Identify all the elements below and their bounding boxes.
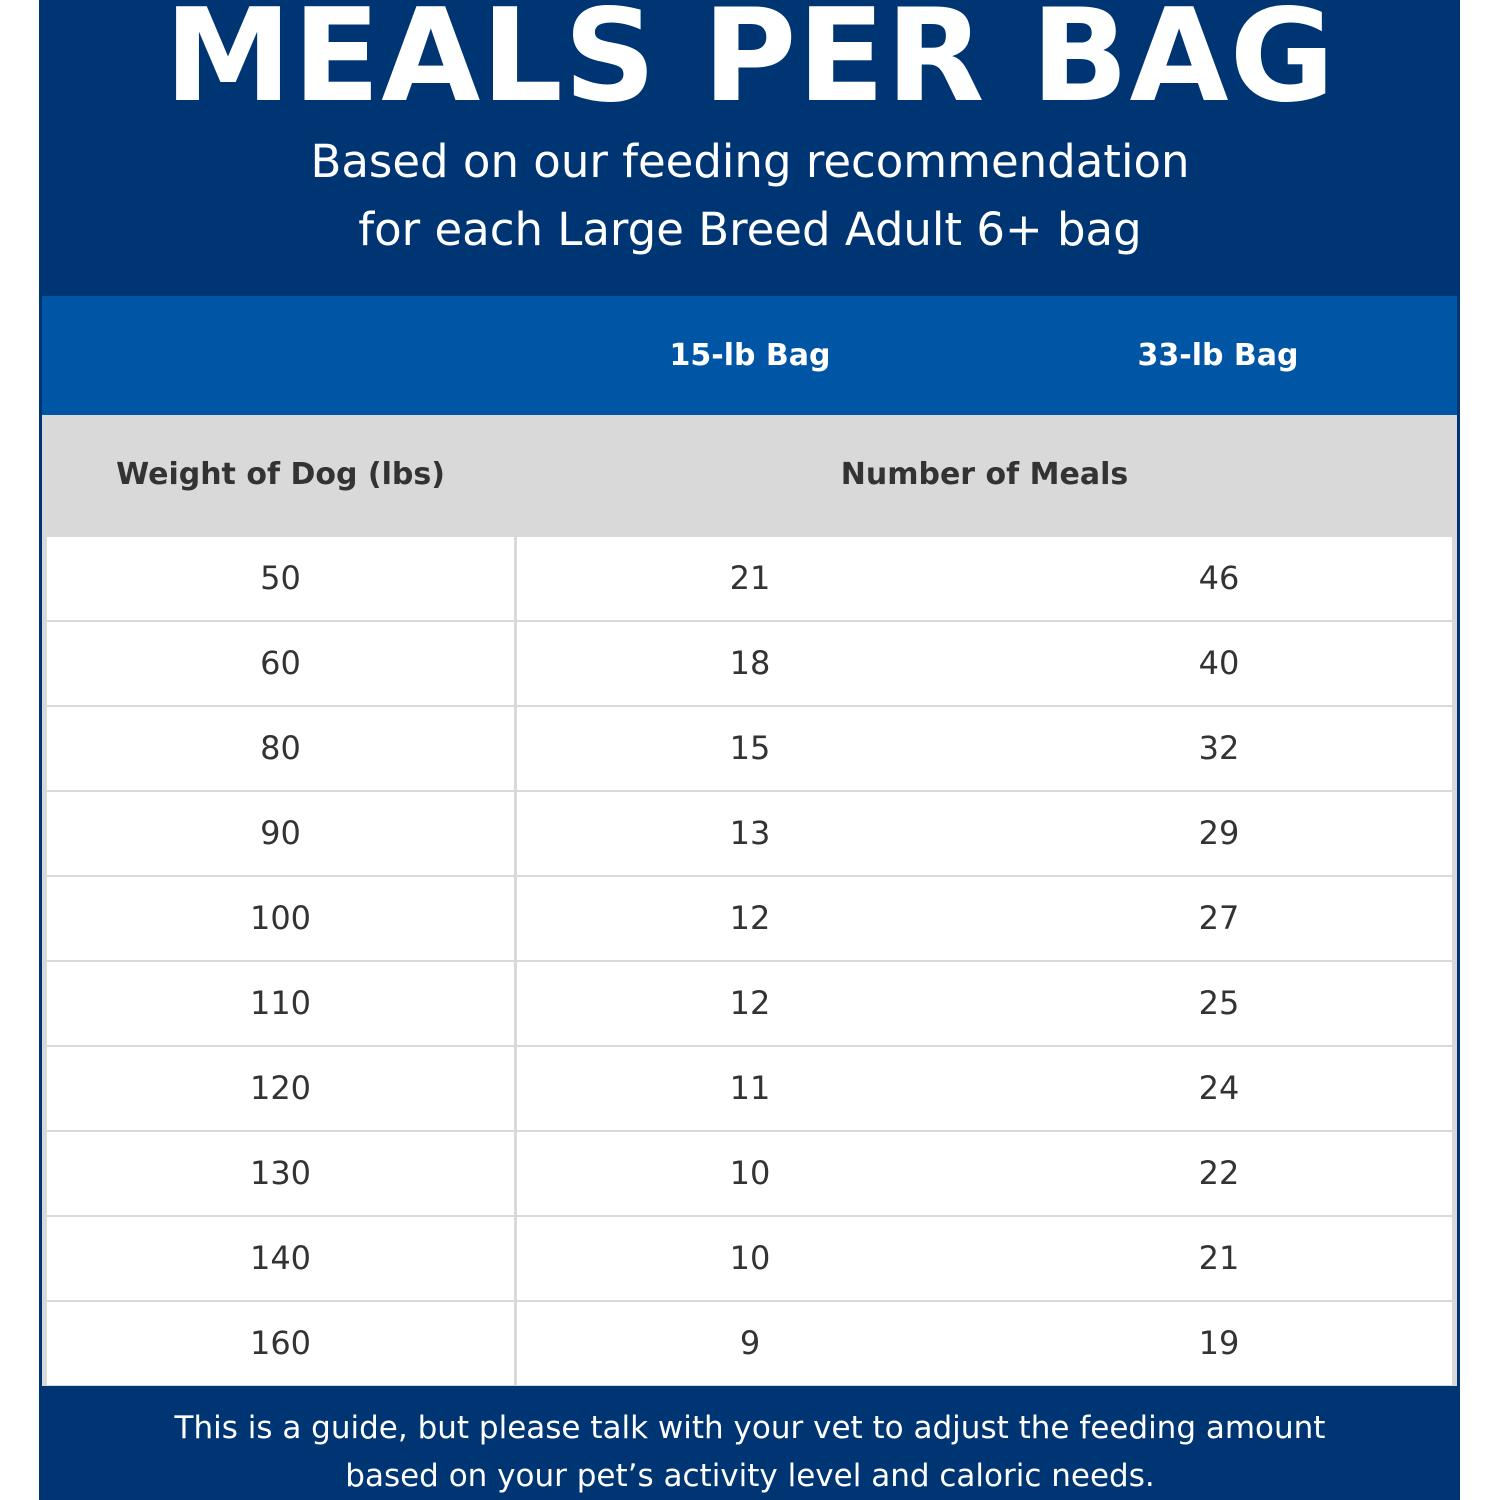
column-divider (514, 1047, 517, 1130)
header-33lb-bag: 33-lb Bag (1137, 338, 1299, 373)
meals-15lb-cell: 13 (729, 814, 771, 852)
column-divider (514, 1302, 517, 1385)
page-title: MEALS PER BAG (164, 0, 1336, 131)
meals-33lb-cell: 27 (1198, 899, 1240, 937)
column-divider (514, 1217, 517, 1300)
meals-33lb-cell: 46 (1198, 559, 1240, 597)
column-divider (514, 1132, 517, 1215)
meals-33lb-cell: 21 (1198, 1239, 1240, 1277)
footer-line-1: This is a guide, but please talk with yo… (174, 1410, 1326, 1446)
table-row: 60 18 40 (47, 622, 1452, 705)
column-header-row (42, 415, 1457, 535)
meals-15lb-cell: 9 (739, 1324, 761, 1362)
weight-cell: 130 (249, 1154, 312, 1192)
table-row: 110 12 25 (47, 962, 1452, 1045)
weight-cell: 50 (260, 559, 301, 597)
table-row: 80 15 32 (47, 707, 1452, 790)
weight-cell: 60 (260, 644, 301, 682)
column-divider (514, 537, 517, 620)
weight-cell: 140 (249, 1239, 312, 1277)
weight-cell: 80 (260, 729, 301, 767)
meals-33lb-cell: 40 (1198, 644, 1240, 682)
meals-15lb-cell: 11 (729, 1069, 771, 1107)
footer-note: This is a guide, but please talk with yo… (0, 1404, 1500, 1500)
subtitle-line-1: Based on our feeding recommendation (310, 135, 1190, 188)
column-divider (514, 792, 517, 875)
table-row: 120 11 24 (47, 1047, 1452, 1130)
meals-15lb-cell: 10 (729, 1154, 771, 1192)
table-row: 50 21 46 (47, 537, 1452, 620)
meals-33lb-cell: 19 (1198, 1324, 1240, 1362)
meals-33lb-cell: 22 (1198, 1154, 1240, 1192)
column-divider (514, 877, 517, 960)
meals-33lb-cell: 24 (1198, 1069, 1240, 1107)
table-row: 140 10 21 (47, 1217, 1452, 1300)
column-divider (514, 707, 517, 790)
header-15lb-bag: 15-lb Bag (669, 338, 831, 373)
meals-15lb-cell: 10 (729, 1239, 771, 1277)
table-body: 50 21 46 60 18 40 80 15 32 90 13 29 100 12 27 110 12 25 12… (42, 535, 1457, 1386)
weight-cell: 100 (249, 899, 312, 937)
header-number-of-meals: Number of Meals (840, 457, 1129, 492)
meals-15lb-cell: 12 (729, 899, 771, 937)
column-divider (514, 622, 517, 705)
meals-15lb-cell: 18 (729, 644, 771, 682)
weight-cell: 90 (260, 814, 301, 852)
subtitle-line-2: for each Large Breed Adult 6+ bag (358, 203, 1142, 256)
meals-15lb-cell: 21 (729, 559, 771, 597)
footer-line-2: based on your pet’s activity level and c… (345, 1458, 1155, 1494)
meals-33lb-cell: 32 (1198, 729, 1240, 767)
table-row: 90 13 29 (47, 792, 1452, 875)
weight-cell: 120 (249, 1069, 312, 1107)
table-row: 130 10 22 (47, 1132, 1452, 1215)
bag-header-row (42, 296, 1457, 415)
column-divider (514, 962, 517, 1045)
meals-15lb-cell: 15 (729, 729, 771, 767)
weight-cell: 110 (249, 984, 312, 1022)
meals-15lb-cell: 12 (729, 984, 771, 1022)
table-row: 160 9 19 (47, 1302, 1452, 1385)
meals-33lb-cell: 25 (1198, 984, 1240, 1022)
weight-cell: 160 (249, 1324, 312, 1362)
meals-33lb-cell: 29 (1198, 814, 1240, 852)
header-weight: Weight of Dog (lbs) (116, 457, 445, 492)
table-row: 100 12 27 (47, 877, 1452, 960)
